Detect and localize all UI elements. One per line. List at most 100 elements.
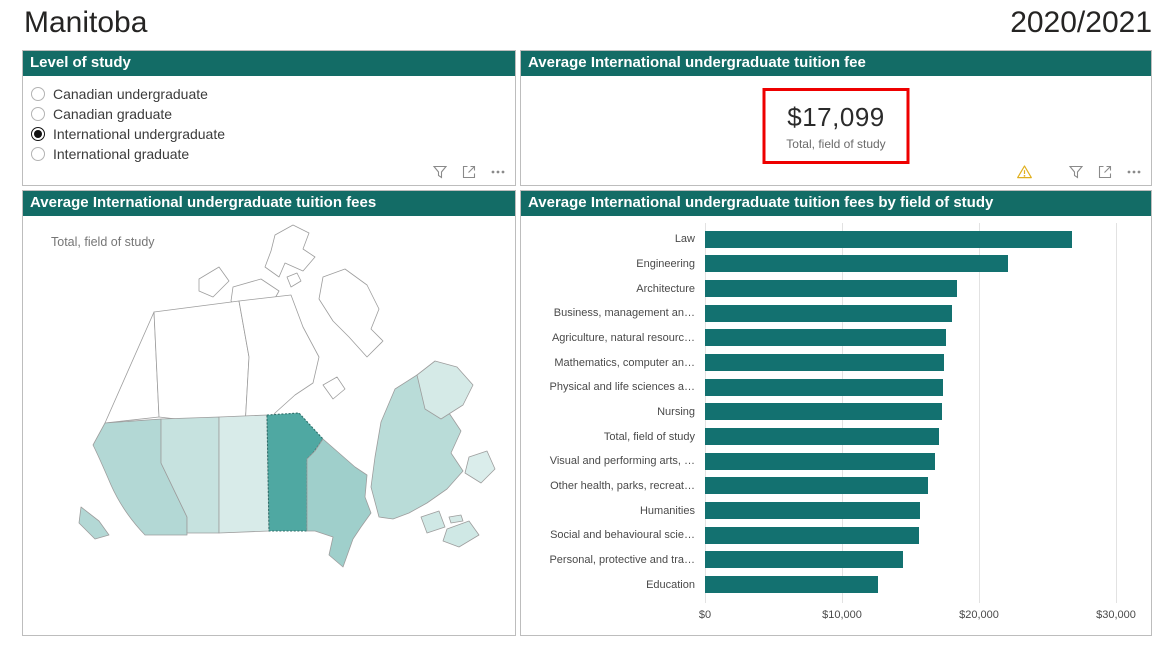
bar-row: Nursing xyxy=(527,400,1143,425)
bar-2[interactable] xyxy=(705,255,1009,273)
province-lb[interactable] xyxy=(416,360,474,420)
tuition-fee-card-header: Average International undergraduate tuit… xyxy=(521,51,1151,76)
province-nu[interactable] xyxy=(238,294,320,428)
radio-button[interactable] xyxy=(31,87,45,101)
bar-13[interactable] xyxy=(705,526,919,544)
radio-option-label: International undergraduate xyxy=(53,126,226,142)
bar-chart-header: Average International undergraduate tuit… xyxy=(521,191,1151,216)
bar-category-label: Engineering xyxy=(636,257,695,270)
bar-5[interactable] xyxy=(705,329,946,347)
bar-category-label: Physical and life sciences a… xyxy=(549,381,695,394)
province-pe[interactable] xyxy=(448,514,464,524)
bar-track xyxy=(705,230,1116,248)
x-axis: $0 $10,000 $20,000 $30,000 xyxy=(527,609,1143,625)
map-panel-header: Average International undergraduate tuit… xyxy=(23,191,515,216)
radio-option-label: International graduate xyxy=(53,146,190,162)
bar-9[interactable] xyxy=(705,428,940,446)
province-nf[interactable] xyxy=(464,450,496,484)
bar-8[interactable] xyxy=(705,403,942,421)
bar-category-label: Education xyxy=(646,578,695,591)
bar-category-label: Total, field of study xyxy=(603,430,695,443)
level-option-canadian-undergraduate[interactable]: Canadian undergraduate xyxy=(31,84,515,104)
bar-row: Education xyxy=(527,572,1143,597)
bar-14[interactable] xyxy=(705,551,903,569)
bar-chart-plot: Law Engineering Architecture Business, mana… xyxy=(527,223,1143,603)
bar-1[interactable] xyxy=(705,230,1073,248)
more-options-icon[interactable] xyxy=(490,164,506,180)
bar-track xyxy=(705,280,1116,298)
bar-category-label: Visual and performing arts, … xyxy=(549,455,695,468)
bar-row: Architecture xyxy=(527,276,1143,301)
level-of-study-options: Canadian undergraduate Canadian graduate I… xyxy=(23,76,515,164)
bar-4[interactable] xyxy=(705,304,952,322)
bar-track xyxy=(705,428,1116,446)
bar-6[interactable] xyxy=(705,354,944,372)
more-options-icon[interactable] xyxy=(1126,164,1142,180)
kpi-value: $17,099 xyxy=(787,101,885,132)
arctic-island-icon xyxy=(318,268,384,358)
bar-category-label: Mathematics, computer an… xyxy=(554,356,695,369)
canada-choropleth-map xyxy=(78,224,496,568)
bar-row: Social and behavioural scie… xyxy=(527,523,1143,548)
province-vi[interactable] xyxy=(78,506,110,540)
arctic-island-icon xyxy=(322,376,346,400)
bar-row: Agriculture, natural resourc… xyxy=(527,326,1143,351)
bar-category-label: Social and behavioural scie… xyxy=(550,529,695,542)
filter-icon[interactable] xyxy=(432,164,448,180)
level-option-international-graduate[interactable]: International graduate xyxy=(31,144,515,164)
focus-mode-icon[interactable] xyxy=(461,164,477,180)
bar-row: Engineering xyxy=(527,252,1143,277)
kpi-label: Total, field of study xyxy=(786,136,886,151)
arctic-island-icon xyxy=(198,266,230,298)
page-year-label: 2020/2021 xyxy=(1010,6,1152,39)
province-nt[interactable] xyxy=(153,300,250,428)
bar-row: Total, field of study xyxy=(527,424,1143,449)
bar-row: Humanities xyxy=(527,498,1143,523)
bar-category-label: Humanities xyxy=(639,504,695,517)
gridline xyxy=(978,223,980,603)
bar-track xyxy=(705,502,1116,520)
bar-15[interactable] xyxy=(705,576,878,594)
province-sk[interactable] xyxy=(218,414,270,534)
bar-category-label: Agriculture, natural resourc… xyxy=(551,331,695,344)
level-option-international-undergraduate[interactable]: International undergraduate xyxy=(31,124,515,144)
bar-row: Mathematics, computer an… xyxy=(527,350,1143,375)
level-option-canadian-graduate[interactable]: Canadian graduate xyxy=(31,104,515,124)
bar-11[interactable] xyxy=(705,477,929,495)
province-nb[interactable] xyxy=(420,510,446,534)
bar-12[interactable] xyxy=(705,502,921,520)
level-of-study-panel: Level of study Canadian undergraduate Can… xyxy=(22,50,516,186)
bar-row: Law xyxy=(527,227,1143,252)
radio-option-label: Canadian undergraduate xyxy=(53,86,208,102)
bar-7[interactable] xyxy=(705,378,944,396)
bar-track xyxy=(705,452,1116,470)
x-axis-tick-label: $30,000 xyxy=(1096,609,1136,621)
bar-track xyxy=(705,354,1116,372)
bar-track xyxy=(705,255,1116,273)
province-bc[interactable] xyxy=(92,418,188,536)
bar-track xyxy=(705,378,1116,396)
x-axis-tick-label: $0 xyxy=(698,609,712,621)
radio-button[interactable] xyxy=(31,147,45,161)
warning-icon[interactable] xyxy=(1016,164,1033,180)
province-ns[interactable] xyxy=(442,520,480,548)
bar-10[interactable] xyxy=(705,452,935,470)
filter-icon[interactable] xyxy=(1068,164,1084,180)
bar-row: Business, management an… xyxy=(527,301,1143,326)
bar-chart-panel: Average International undergraduate tuit… xyxy=(520,190,1152,636)
bar-3[interactable] xyxy=(705,280,958,298)
province-yt[interactable] xyxy=(104,311,160,424)
page-title: Manitoba xyxy=(24,6,148,39)
province-mb[interactable] xyxy=(266,412,324,532)
radio-button-selected[interactable] xyxy=(31,127,45,141)
bar-row: Personal, protective and tra… xyxy=(527,548,1143,573)
focus-mode-icon[interactable] xyxy=(1097,164,1113,180)
radio-button[interactable] xyxy=(31,107,45,121)
bar-category-label: Other health, parks, recreat… xyxy=(550,479,695,492)
bar-track xyxy=(705,551,1116,569)
province-on[interactable] xyxy=(306,438,372,568)
gridline xyxy=(1116,223,1117,603)
bar-category-label: Law xyxy=(674,233,695,246)
bar-category-label: Nursing xyxy=(657,405,695,418)
